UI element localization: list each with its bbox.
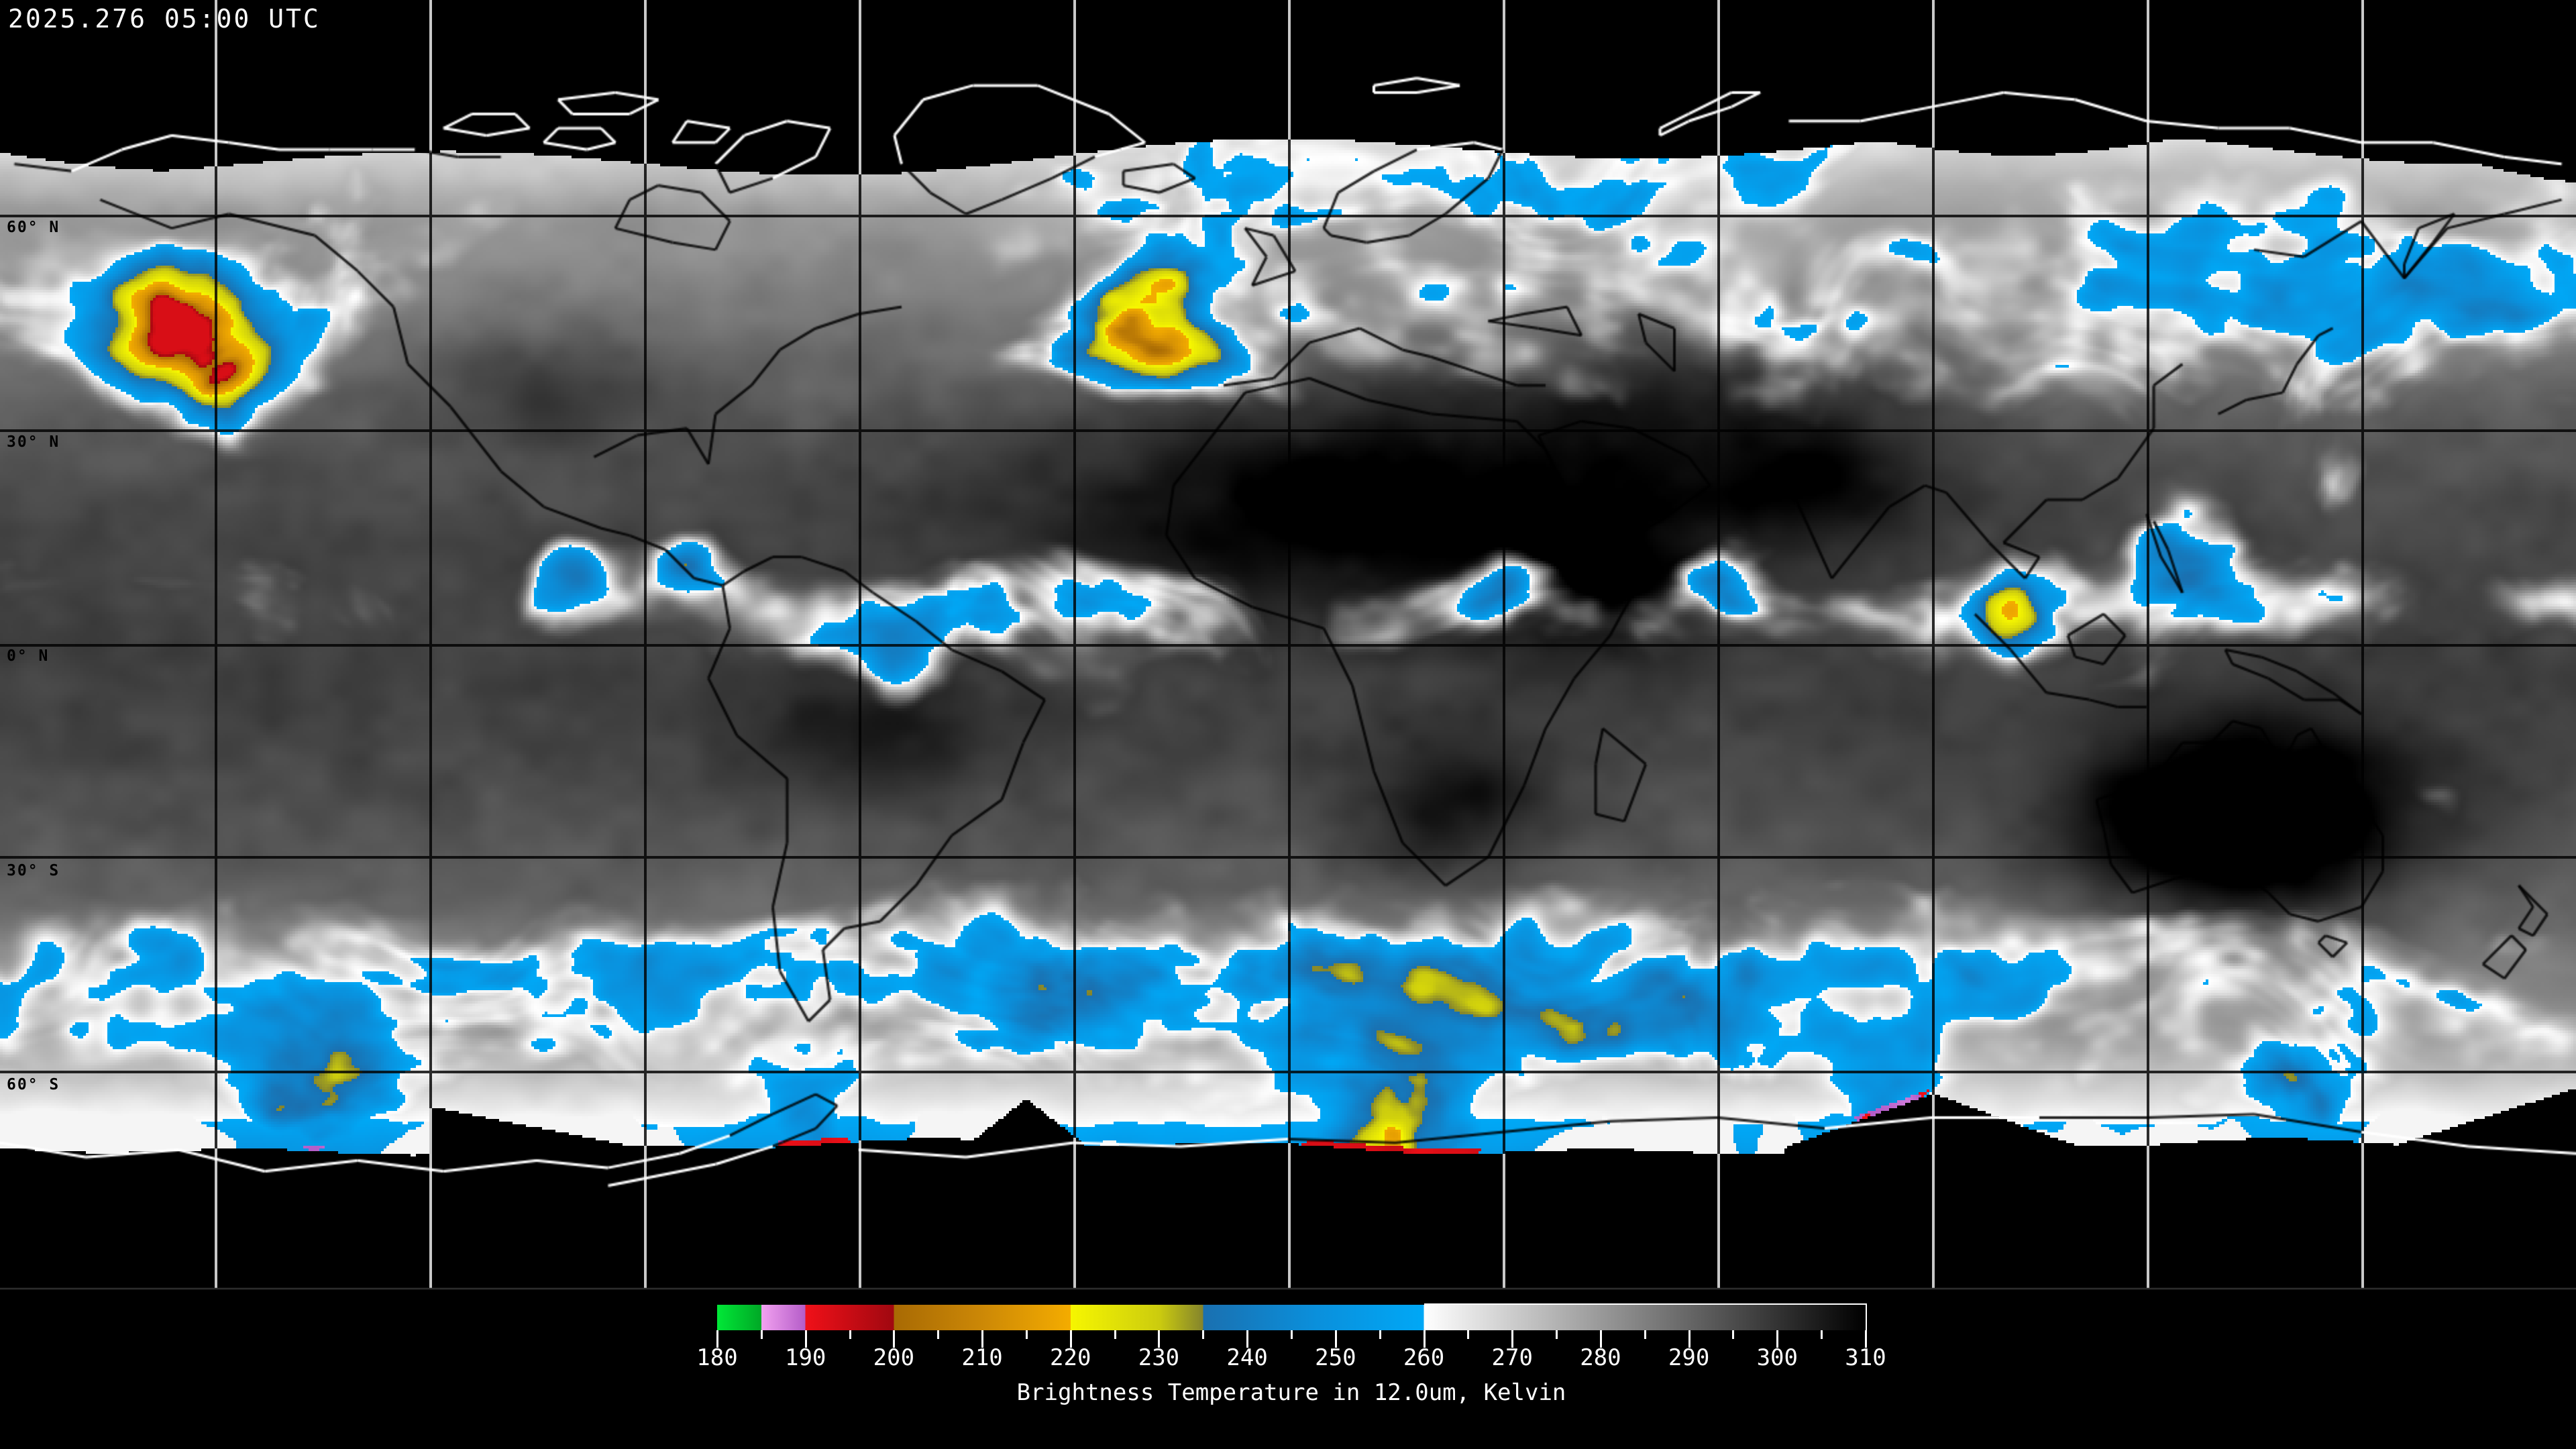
colorbar-minor-tick (1114, 1330, 1116, 1339)
colorbar-major-tick (1158, 1330, 1161, 1348)
colorbar-major-tick (1776, 1330, 1779, 1348)
colorbar-gradient (717, 1305, 1866, 1330)
colorbar-major-tick (1246, 1330, 1249, 1348)
latitude-label--30: 30° S (7, 861, 60, 879)
colorbar-tick-label: 220 (1050, 1344, 1091, 1371)
colorbar-major-tick (1423, 1330, 1426, 1348)
colorbar-major-tick (893, 1330, 896, 1348)
colorbar-tick-label: 270 (1491, 1344, 1533, 1371)
colorbar-major-tick (1334, 1330, 1337, 1348)
colorbar-tick-label: 200 (873, 1344, 915, 1371)
colorbar-minor-tick (1821, 1330, 1823, 1339)
colorbar-tick-label: 260 (1403, 1344, 1445, 1371)
timestamp-label: 2025.276 05:00 UTC (8, 4, 321, 34)
latitude-label-60: 60° N (7, 219, 60, 236)
colorbar-minor-tick (1202, 1330, 1205, 1339)
colorbar-tick-label: 250 (1315, 1344, 1356, 1371)
colorbar-tick-label: 180 (696, 1344, 738, 1371)
colorbar: 180 190 200 210 220 230 240 250 260 270 280 290 300 3… (0, 0, 2576, 1406)
colorbar-major-tick (1865, 1330, 1867, 1348)
colorbar-major-tick (1511, 1330, 1514, 1348)
latitude-label-0: 0° N (7, 647, 50, 665)
colorbar-tick-label: 280 (1580, 1344, 1621, 1371)
colorbar-tick-label: 190 (784, 1344, 826, 1371)
latitude-label-30: 30° N (7, 433, 60, 451)
colorbar-minor-tick (1379, 1330, 1381, 1339)
colorbar-tick-label: 310 (1845, 1344, 1886, 1371)
colorbar-minor-tick (1644, 1330, 1646, 1339)
colorbar-minor-tick (1556, 1330, 1558, 1339)
colorbar-minor-tick (1025, 1330, 1028, 1339)
colorbar-minor-tick (1291, 1330, 1293, 1339)
colorbar-title: Brightness Temperature in 12.0um, Kelvin (1016, 1379, 1566, 1406)
colorbar-minor-tick (937, 1330, 940, 1339)
colorbar-tick-label: 230 (1138, 1344, 1180, 1371)
colorbar-tick-label: 290 (1668, 1344, 1710, 1371)
latitude-label--60: 60° S (7, 1076, 60, 1093)
colorbar-major-tick (716, 1330, 718, 1348)
colorbar-major-tick (804, 1330, 807, 1348)
colorbar-major-tick (1688, 1330, 1690, 1348)
colorbar-minor-tick (760, 1330, 763, 1339)
colorbar-major-tick (1069, 1330, 1072, 1348)
colorbar-minor-tick (1732, 1330, 1735, 1339)
colorbar-tick-label: 300 (1756, 1344, 1799, 1371)
colorbar-major-tick (981, 1330, 984, 1348)
colorbar-tick-label: 240 (1226, 1344, 1268, 1371)
colorbar-minor-tick (1467, 1330, 1470, 1339)
colorbar-major-tick (1599, 1330, 1602, 1348)
colorbar-tick-label: 210 (961, 1344, 1003, 1371)
colorbar-minor-tick (849, 1330, 851, 1339)
